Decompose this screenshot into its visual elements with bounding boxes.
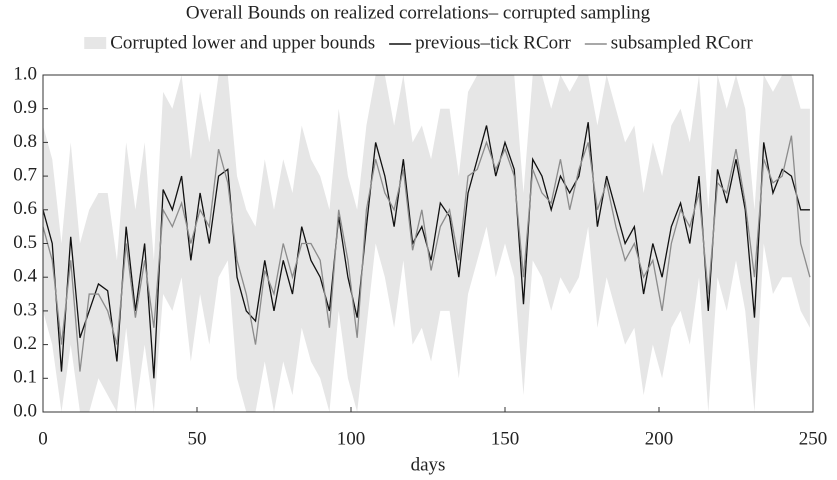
x-tick-label: 250 [799,428,828,449]
x-tick-label: 50 [188,428,207,449]
legend-label: previous–tick RCorr [415,32,571,53]
y-tick-label: 0.3 [13,299,37,320]
y-tick-label: 0.1 [13,367,37,388]
y-tick-label: 1.0 [13,63,37,84]
y-tick-label: 0.4 [13,266,37,287]
y-tick-label: 0.6 [13,198,37,219]
x-tick-label: 100 [337,428,366,449]
legend-label: Corrupted lower and upper bounds [110,32,375,53]
y-tick-label: 0.2 [13,333,37,354]
x-axis-label: days [411,454,446,475]
legend-label: subsampled RCorr [611,32,754,53]
legend-swatch [84,37,107,49]
y-tick-label: 0.5 [13,232,37,253]
x-tick-label: 0 [38,428,48,449]
y-tick-label: 0.8 [13,131,37,152]
y-tick-label: 0.0 [13,400,37,421]
chart-title: Overall Bounds on realized correlations–… [186,2,651,23]
y-tick-label: 0.9 [13,97,37,118]
series-line [42,135,811,372]
x-tick-label: 150 [491,428,520,449]
y-tick-label: 0.7 [13,164,37,185]
x-tick-label: 200 [645,428,674,449]
